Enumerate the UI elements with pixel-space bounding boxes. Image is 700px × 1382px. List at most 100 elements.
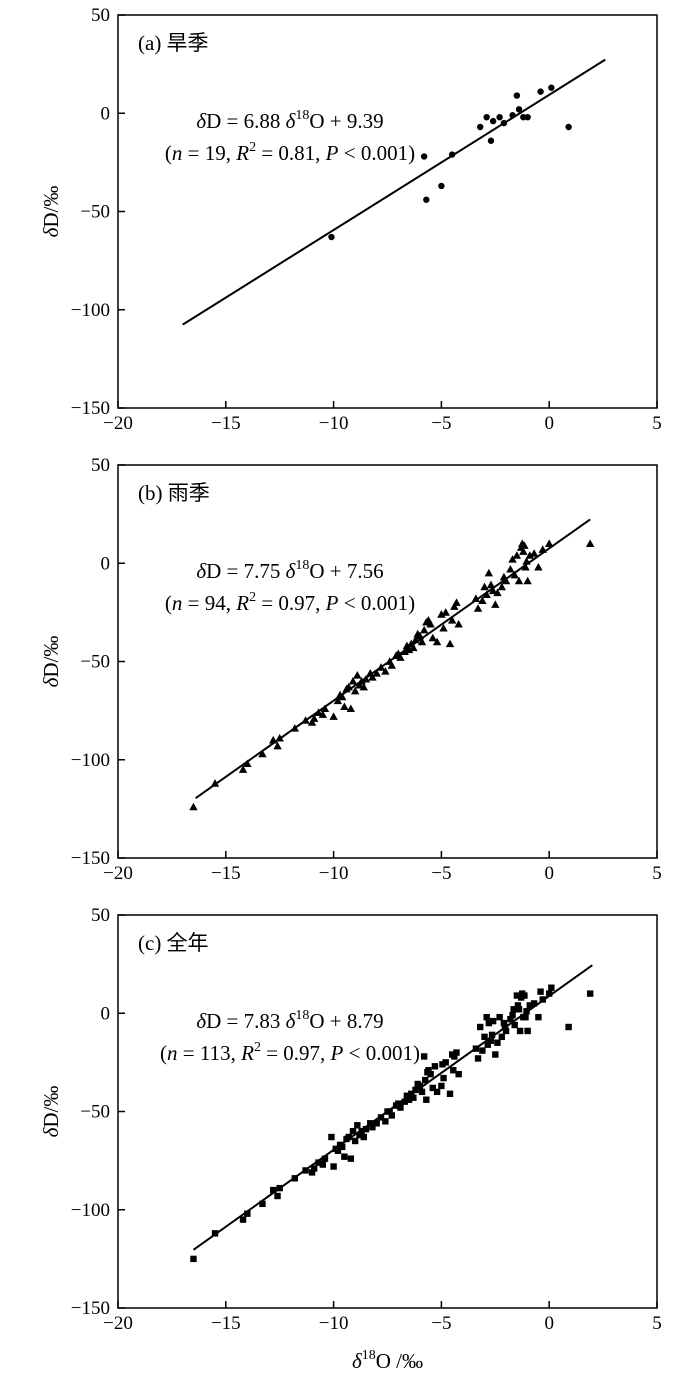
data-point (500, 119, 508, 127)
data-point (483, 1013, 490, 1021)
data-point (439, 623, 448, 632)
data-point (507, 1015, 514, 1023)
data-point (349, 1127, 357, 1135)
data-point (485, 1019, 493, 1027)
stats-open: ( (160, 1041, 167, 1065)
data-point (381, 667, 390, 675)
x-axis-title: δ18O /‰ (352, 1348, 423, 1373)
data-point (521, 992, 528, 999)
stats-n-val: = 113, (178, 1041, 242, 1065)
stats-r-val: = 0.97, (256, 591, 326, 615)
stats-r-val: = 0.97, (261, 1041, 331, 1065)
data-point (395, 1100, 402, 1107)
data-point (491, 600, 500, 608)
data-point (522, 557, 531, 565)
data-point (330, 1163, 337, 1170)
stats-n: n (167, 1041, 178, 1065)
data-point (520, 541, 529, 549)
data-point (519, 547, 528, 555)
data-point (501, 576, 511, 585)
data-point (437, 610, 446, 618)
data-point (423, 1096, 430, 1103)
stats-p: P (325, 141, 339, 165)
data-point (524, 1027, 531, 1035)
stats-r: R (235, 591, 249, 615)
data-point (489, 117, 497, 125)
x-tick-label: 0 (544, 863, 554, 884)
y-tick-label: −150 (71, 398, 110, 419)
data-point (523, 576, 532, 585)
y-axis-title: δD/‰ (39, 1086, 63, 1138)
y-tick-label: −100 (71, 1200, 110, 1221)
data-point (354, 1122, 361, 1129)
data-point (376, 663, 386, 671)
eq-d-slope: D = 7.83 (206, 1009, 286, 1033)
data-point (534, 562, 543, 571)
data-point (269, 735, 278, 744)
data-point (315, 1159, 322, 1166)
data-point (357, 676, 366, 685)
x-tick-label: −15 (211, 1313, 241, 1334)
stats-n-val: = 19, (182, 141, 236, 165)
data-point (340, 702, 349, 711)
y-axis-title-rest: D/‰ (39, 636, 63, 678)
data-point (489, 1017, 497, 1025)
data-point (565, 1023, 572, 1031)
data-point (484, 568, 494, 577)
data-point (423, 196, 430, 203)
data-point (508, 555, 517, 563)
y-tick-label: −150 (71, 848, 110, 869)
data-point (387, 661, 397, 669)
y-axis-title-delta: δ (39, 1126, 63, 1137)
data-point (565, 123, 572, 131)
data-point (488, 1031, 496, 1039)
data-point (344, 682, 353, 691)
data-point (431, 1063, 439, 1070)
data-point (355, 680, 364, 689)
data-point (274, 1192, 281, 1200)
data-point (428, 633, 437, 642)
data-point (420, 153, 428, 160)
data-point (310, 1165, 318, 1172)
plot-frame (117, 14, 658, 409)
data-point (239, 1216, 247, 1223)
panel-label: (b) 雨季 (138, 481, 210, 505)
data-point (500, 1019, 508, 1027)
data-point (362, 1125, 370, 1133)
data-point (417, 637, 427, 646)
regression-equation: δD = 6.88 δ18O + 9.39 (196, 108, 383, 133)
data-point (356, 1131, 363, 1139)
eq-d-slope: D = 7.75 (206, 559, 286, 583)
data-point (454, 619, 463, 628)
data-point (415, 631, 425, 640)
data-point (516, 1027, 524, 1035)
data-point (524, 113, 531, 121)
data-point (308, 1169, 316, 1176)
data-point (487, 1037, 495, 1044)
data-point (529, 549, 539, 557)
y-tick-label: 50 (91, 905, 110, 926)
data-point (451, 1053, 458, 1060)
stats-p: P (325, 591, 339, 615)
data-point (537, 988, 544, 995)
data-point (427, 1070, 434, 1078)
data-point (515, 106, 523, 113)
data-point (452, 598, 461, 606)
data-point (586, 990, 594, 997)
stats-r-sup: 2 (254, 1040, 261, 1055)
data-point (501, 1023, 509, 1031)
data-point (368, 673, 377, 681)
data-point (494, 1039, 501, 1046)
data-point (535, 1013, 542, 1021)
data-point (525, 551, 534, 559)
x-tick-label: 0 (544, 413, 554, 434)
data-point (487, 137, 495, 144)
y-tick-label: −100 (71, 300, 110, 321)
x-tick-label: 5 (652, 1313, 662, 1334)
data-point (438, 182, 445, 190)
y-tick-label: −100 (71, 750, 110, 771)
data-point (480, 582, 489, 591)
y-tick-label: 0 (101, 1003, 111, 1024)
regression-stats: (n = 113, R2 = 0.97, P < 0.001) (160, 1040, 420, 1065)
